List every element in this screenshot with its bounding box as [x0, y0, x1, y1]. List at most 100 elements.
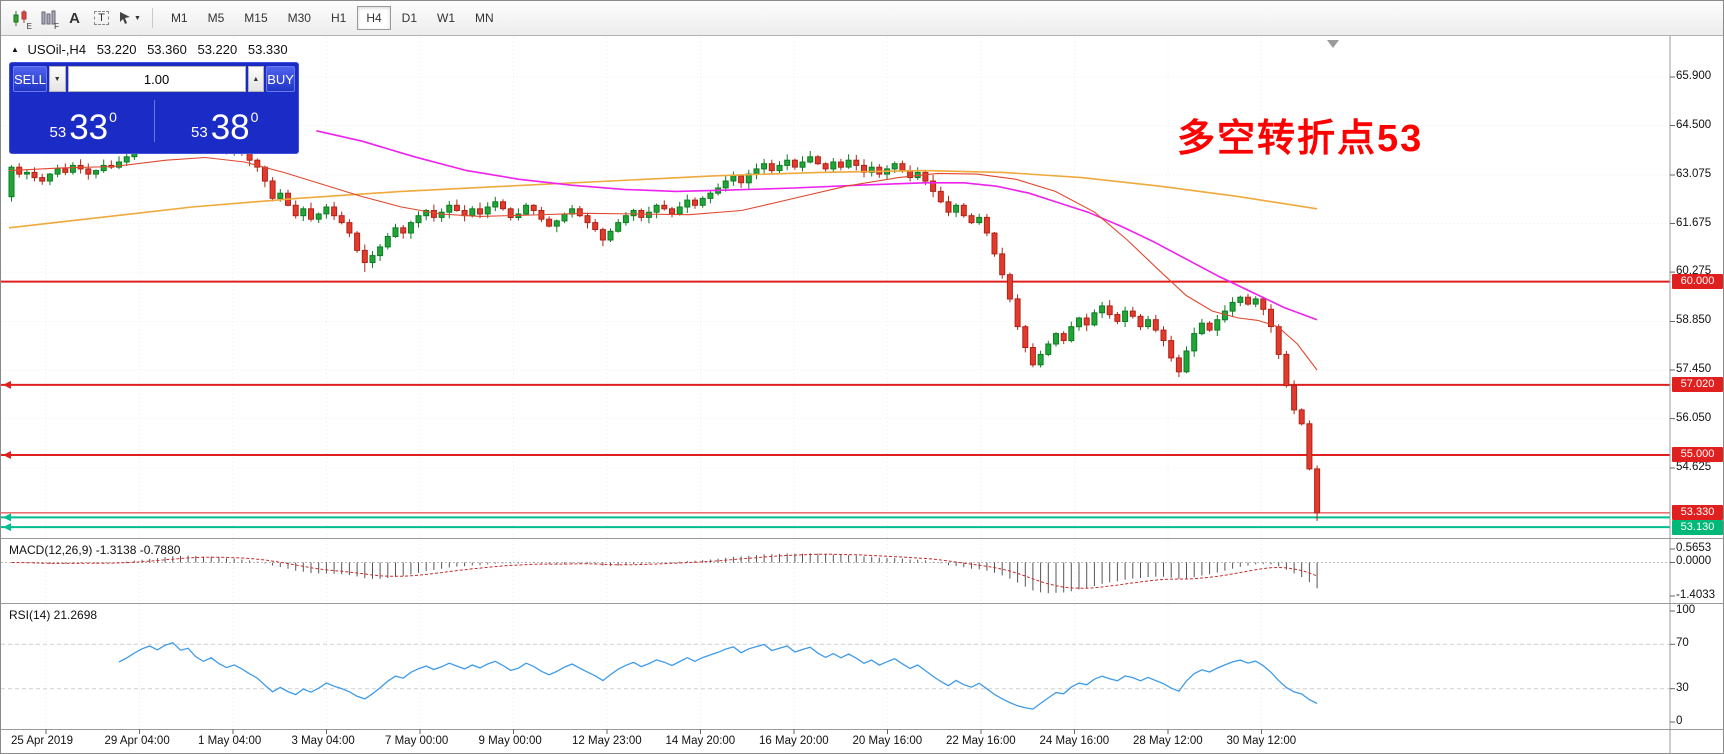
rsi-tick-label: 0 — [1676, 715, 1683, 727]
textbox-tool-icon: T — [94, 11, 109, 25]
price-badge-55.000: 55.000 — [1672, 447, 1723, 463]
time-axis-label: 29 Apr 04:00 — [104, 735, 170, 747]
timeframe-button-M30[interactable]: M30 — [279, 6, 320, 30]
symbol-period: USOil-,H4 — [27, 42, 87, 57]
buy-price-int: 53 — [191, 124, 208, 141]
buy-price[interactable]: 53 38 0 — [155, 92, 296, 150]
rsi-tick-label: 70 — [1676, 637, 1689, 650]
volume-down-button[interactable]: ▼ — [48, 66, 66, 92]
drawing-tools-button[interactable]: ▼ — [115, 5, 144, 31]
time-axis-label: 16 May 20:00 — [759, 735, 829, 747]
chevron-down-icon: ▼ — [134, 14, 141, 22]
price-badge-60.000: 60.000 — [1672, 274, 1723, 290]
timeframe-button-H1[interactable]: H1 — [322, 6, 355, 30]
grid-button[interactable]: F — [34, 5, 61, 31]
timeframe-group: M1 M5 M15 M30 H1 H4 D1 W1 MN — [161, 6, 504, 30]
time-axis-label: 30 May 12:00 — [1226, 735, 1297, 747]
quote-bar: ▲ USOil-,H4 53.220 53.360 53.220 53.330 — [11, 42, 295, 57]
buy-price-pip: 0 — [250, 109, 259, 125]
price-tick-label: 63.075 — [1676, 167, 1712, 180]
volume-input[interactable] — [67, 66, 246, 92]
macd-indicator-label: MACD(12,26,9) -1.3138 -0.7880 — [9, 543, 181, 557]
buy-button[interactable]: BUY — [266, 66, 295, 92]
price-tick-label: 60.275 — [1676, 265, 1712, 278]
timeframe-button-M15[interactable]: M15 — [235, 6, 276, 30]
time-axis-label: 12 May 23:00 — [572, 735, 642, 747]
chart-shift-marker — [1327, 40, 1339, 48]
text-tool-icon: A — [69, 9, 80, 27]
sell-price[interactable]: 53 33 0 — [13, 92, 154, 150]
sell-price-int: 53 — [49, 124, 67, 141]
quote-open: 53.220 — [96, 42, 137, 57]
price-tick-label: 61.675 — [1676, 216, 1712, 229]
macd-tick-label: -1.4033 — [1676, 588, 1716, 601]
horizontal-lines-layer — [1, 280, 1670, 532]
timeframe-button-H4[interactable]: H4 — [357, 6, 391, 30]
price-badge-57.020: 57.020 — [1672, 377, 1723, 393]
panel-separators-and-ticks — [1, 36, 1724, 754]
macd-tick-label: 0.5653 — [1676, 542, 1712, 554]
timeframe-button-W1[interactable]: W1 — [428, 6, 464, 30]
time-axis-label: 24 May 16:00 — [1039, 735, 1110, 747]
bearish-candles — [16, 123, 1321, 521]
price-tick-label: 64.500 — [1676, 118, 1712, 131]
candlestick-icon — [13, 9, 26, 26]
chevron-down-icon: ▼ — [53, 75, 61, 83]
chevron-up-icon: ▲ — [252, 75, 260, 83]
hline-left-marker — [3, 380, 11, 389]
shapes-tool-icon — [120, 12, 130, 24]
trade-prices-row: 53 33 0 53 38 0 — [13, 92, 295, 150]
collapse-triangle-icon[interactable]: ▲ — [11, 45, 19, 54]
hline-left-marker — [3, 513, 11, 522]
time-axis-label: 1 May 04:00 — [198, 735, 262, 747]
bullish-candles — [8, 123, 1259, 374]
price-tick-label: 57.450 — [1676, 363, 1712, 376]
rsi-levels — [1, 643, 1670, 690]
time-axis-label: 9 May 00:00 — [478, 735, 542, 747]
sell-button[interactable]: SELL — [13, 66, 47, 92]
price-tick-label: 54.625 — [1676, 460, 1712, 473]
toolbar-tools-group: E F A T ▼ — [7, 5, 144, 31]
timeframe-button-M1[interactable]: M1 — [162, 6, 197, 30]
hline-left-marker — [3, 523, 11, 532]
macd-tick-label: 0.0000 — [1676, 555, 1712, 568]
top-toolbar: E F A T ▼ M1 M5 M15 M30 H1 H4 D1 W1 MN — [1, 1, 1723, 36]
trade-controls-row: SELL ▼ ▲ BUY — [13, 66, 295, 92]
price-tick-label: 58.850 — [1676, 314, 1712, 327]
price-badge-53.130: 53.130 — [1672, 520, 1723, 536]
price-tick-label: 56.050 — [1676, 411, 1712, 424]
chart-annotation-text: 多空转折点53 — [1177, 118, 1424, 160]
time-axis-label: 22 May 16:00 — [946, 735, 1016, 747]
grid-layer — [1, 37, 1670, 728]
ma-slow-orange — [8, 169, 1318, 229]
price-axis[interactable]: 65.900 64.500 63.075 61.675 60.275 58.850 57.4… — [1671, 36, 1724, 754]
grid-icon — [41, 10, 55, 25]
quote-high: 53.360 — [147, 42, 187, 57]
price-badge-53.330: 53.330 — [1672, 505, 1723, 521]
timeframe-button-M5[interactable]: M5 — [199, 6, 234, 30]
time-axis-label: 25 Apr 2019 — [11, 735, 74, 747]
time-axis-label: 28 May 12:00 — [1133, 735, 1203, 747]
quote-low: 53.220 — [197, 42, 238, 57]
hline-left-marker — [3, 451, 11, 459]
price-tick-label: 65.900 — [1676, 70, 1712, 82]
timeframe-button-MN[interactable]: MN — [466, 6, 503, 30]
price-divider — [153, 100, 155, 142]
sell-price-pip: 0 — [109, 109, 117, 125]
rsi-line — [118, 641, 1318, 710]
ma-fast-red — [8, 156, 1318, 371]
one-click-trading-panel: SELL ▼ ▲ BUY 53 33 0 53 38 0 — [9, 62, 299, 154]
time-axis[interactable]: 25 Apr 2019 29 Apr 04:00 1 May 04:00 3 May … — [1, 730, 1670, 754]
time-axis-label: 7 May 00:00 — [385, 735, 449, 747]
macd-histogram — [1, 553, 1670, 594]
text-label-button[interactable]: A — [61, 5, 88, 31]
timeframe-button-D1[interactable]: D1 — [393, 6, 426, 30]
chart-type-button[interactable]: E — [7, 5, 34, 31]
sell-price-dec: 33 — [69, 108, 109, 148]
toolbar-separator — [151, 8, 153, 28]
rsi-indicator-label: RSI(14) 21.2698 — [9, 608, 98, 622]
text-box-button[interactable]: T — [88, 5, 115, 31]
volume-up-button[interactable]: ▲ — [247, 66, 265, 92]
